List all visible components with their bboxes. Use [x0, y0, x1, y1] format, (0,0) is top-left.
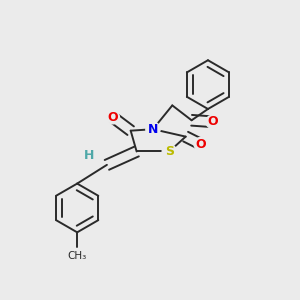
Text: CH₃: CH₃ — [68, 251, 87, 261]
Circle shape — [146, 122, 160, 136]
Text: N: N — [148, 123, 158, 136]
Circle shape — [206, 115, 219, 128]
Circle shape — [82, 149, 96, 163]
Circle shape — [194, 137, 207, 151]
Text: H: H — [84, 149, 94, 162]
Text: O: O — [107, 111, 118, 124]
Text: O: O — [207, 115, 218, 128]
Circle shape — [162, 144, 176, 159]
Text: S: S — [165, 145, 174, 158]
Circle shape — [106, 111, 119, 124]
Text: O: O — [195, 138, 206, 151]
